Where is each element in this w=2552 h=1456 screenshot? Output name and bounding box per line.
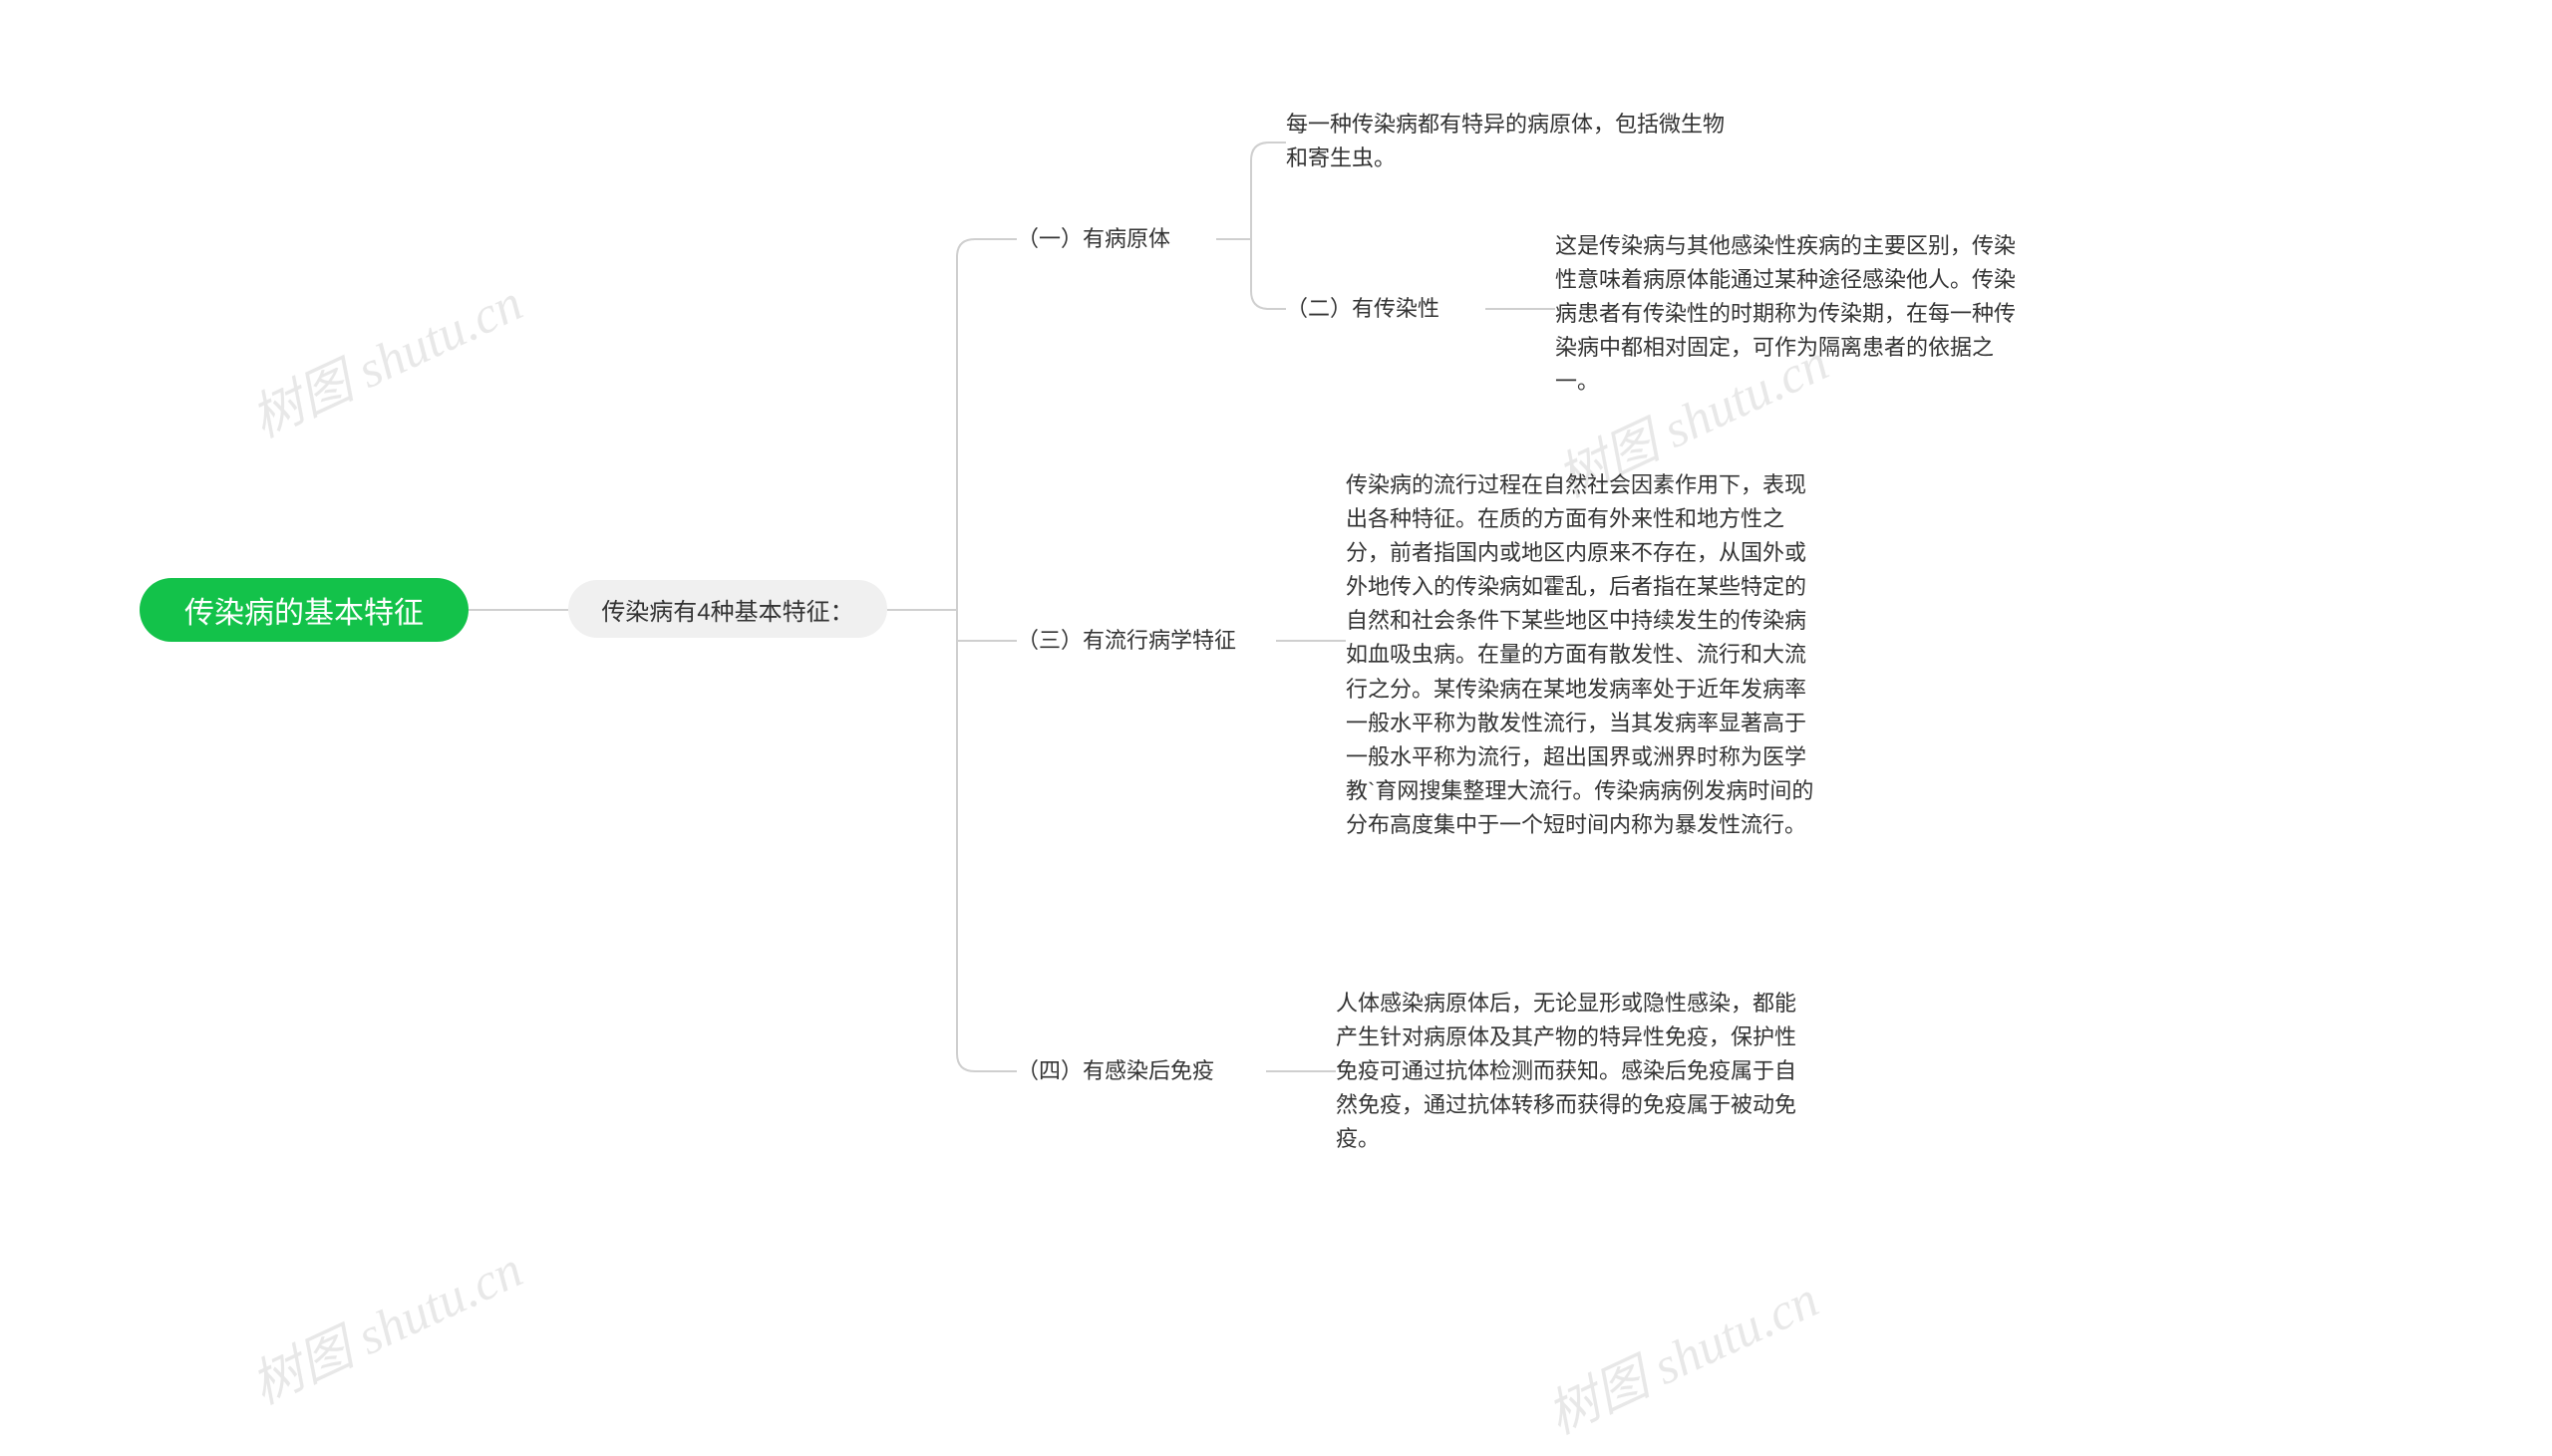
branch-3-label[interactable]: （三）有流行病学特征	[1017, 621, 1276, 661]
watermark: 树图 shutu.cn	[237, 261, 532, 451]
branch-4-leaf: 人体感染病原体后，无论显形或隐性感染，都能产生针对病原体及其产物的特异性免疫，保…	[1336, 987, 1814, 1166]
branch-4-label[interactable]: （四）有感染后免疫	[1017, 1051, 1266, 1091]
branch-2-leaf: 这是传染病与其他感染性疾病的主要区别，传染性意味着病原体能通过某种途径感染他人。…	[1555, 229, 2024, 404]
watermark: 树图 shutu.cn	[1533, 1258, 1828, 1448]
watermark: 树图 shutu.cn	[237, 1228, 532, 1418]
branch-2-label[interactable]: （二）有传染性	[1286, 289, 1485, 329]
branch-1-label[interactable]: （一）有病原体	[1017, 219, 1216, 259]
connector-layer	[0, 0, 2552, 1456]
branch-3-leaf: 传染病的流行过程在自然社会因素作用下，表现出各种特征。在质的方面有外来性和地方性…	[1346, 468, 1824, 887]
branch-1-leaf-1: 每一种传染病都有特异的病原体，包括微生物和寄生虫。	[1286, 108, 1745, 177]
mindmap-root[interactable]: 传染病的基本特征	[140, 578, 469, 642]
mindmap-subtitle[interactable]: 传染病有4种基本特征：	[568, 580, 887, 638]
